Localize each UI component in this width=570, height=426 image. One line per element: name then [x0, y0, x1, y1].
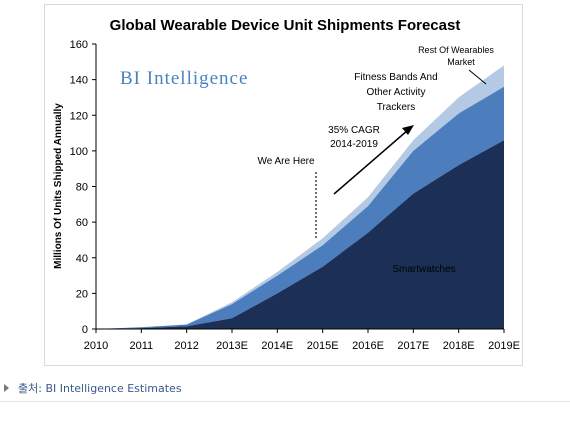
cagr-arrow — [333, 129, 409, 195]
x-tick-label: 2010 — [84, 340, 108, 352]
x-tick-label: 2014E — [261, 340, 293, 352]
cagr-arrowhead — [402, 125, 414, 135]
x-tick-label: 2018E — [443, 340, 475, 352]
rest-label-line2: Market — [447, 57, 475, 67]
area-fitness-bands-and-other-activity-trackers — [96, 86, 504, 329]
area-smartwatches — [96, 140, 504, 329]
bullet-arrow-icon — [4, 384, 9, 392]
x-tick-label: 2017E — [397, 340, 429, 352]
y-tick-label: 160 — [70, 39, 88, 51]
x-tick-label: 2016E — [352, 340, 384, 352]
y-tick-label: 20 — [76, 288, 88, 300]
rest-pointer — [468, 69, 487, 85]
cagr-label-line1: 35% CAGR — [328, 125, 380, 136]
x-tick-label: 2012 — [174, 340, 198, 352]
x-tick-label: 2015E — [307, 340, 339, 352]
y-tick-label: 40 — [76, 253, 88, 265]
fitness-label-line3: Trackers — [377, 102, 416, 113]
y-tick-label: 120 — [70, 110, 88, 122]
y-tick-label: 0 — [82, 324, 88, 336]
smartwatches-label: Smartwatches — [392, 264, 455, 275]
y-axis-label: Millions Of Units Shipped Annually — [53, 103, 64, 269]
rest-label-line1: Rest Of Wearables — [418, 45, 494, 55]
y-tick-label: 140 — [70, 75, 88, 87]
chart-title: Global Wearable Device Unit Shipments Fo… — [110, 17, 461, 34]
source-row: 출처: BI Intelligence Estimates — [4, 380, 182, 396]
chart-svg: Global Wearable Device Unit Shipments Fo… — [53, 17, 520, 352]
x-tick-label: 2013E — [216, 340, 248, 352]
chart-areas — [96, 65, 504, 330]
brand-logo: BI Intelligence — [120, 68, 248, 89]
y-tick-label: 80 — [76, 182, 88, 194]
source-text: 출처: BI Intelligence Estimates — [18, 382, 182, 395]
we-are-here-label: We Are Here — [257, 156, 314, 167]
fitness-label-line1: Fitness Bands And — [354, 72, 437, 83]
y-tick-label: 100 — [70, 146, 88, 158]
x-tick-label: 2011 — [130, 340, 154, 352]
fitness-label-line2: Other Activity — [367, 87, 426, 98]
chart-ticks: 0 20 40 60 80 100 120 140 160 2010 2011 2012 2013E 20… — [70, 39, 520, 352]
divider — [0, 401, 570, 402]
x-tick-label: 2019E — [488, 340, 520, 352]
y-tick-label: 60 — [76, 217, 88, 229]
cagr-label-line2: 2014-2019 — [330, 139, 378, 150]
